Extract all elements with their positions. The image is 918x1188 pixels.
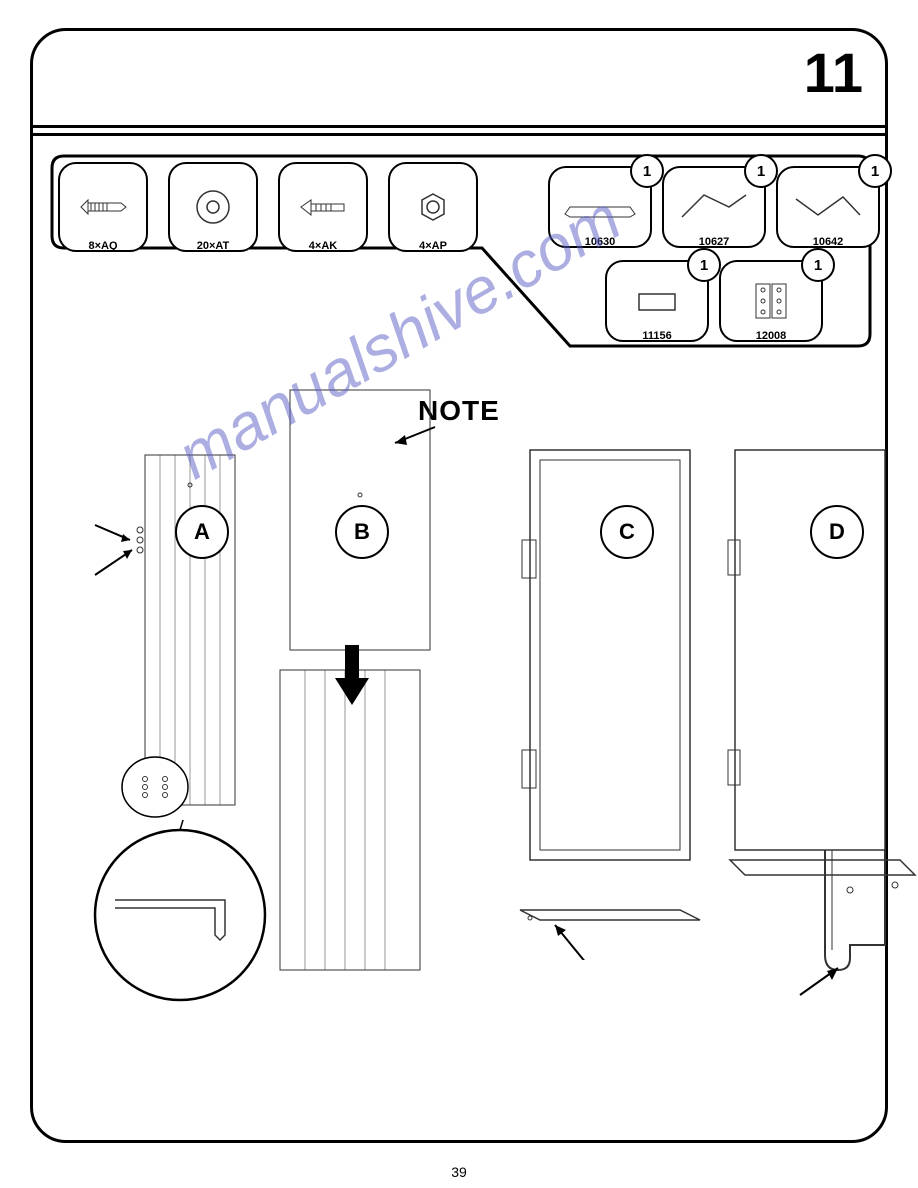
zclip-icon (788, 187, 868, 227)
hardware-row: 8×AQ 20×AT 4×AK 4×AP 1 10630 1 10627 1 (48, 155, 870, 260)
hardware-label: 20×AT (197, 240, 230, 252)
panel-marker-a: A (175, 505, 229, 559)
panel-marker-b: B (335, 505, 389, 559)
diagram-area: A B C D (30, 370, 888, 1140)
parts-row-2: 1 11156 1 12008 (48, 260, 870, 365)
page-number: 39 (451, 1164, 467, 1180)
part-plate: 1 11156 (605, 260, 709, 342)
part-zclip: 1 10642 (776, 166, 880, 248)
parts-tray: 8×AQ 20×AT 4×AK 4×AP 1 10630 1 10627 1 (48, 155, 870, 365)
part-label: 12008 (756, 330, 787, 342)
hardware-label: 8×AQ (88, 240, 117, 252)
part-badge: 1 (630, 154, 664, 188)
part-label: 10627 (699, 236, 730, 248)
part-badge: 1 (858, 154, 892, 188)
step-number: 11 (804, 40, 863, 105)
hardware-screw: 8×AQ (58, 162, 148, 252)
washer-icon (193, 187, 233, 227)
threshold-detail (790, 840, 910, 1020)
header-divider-top (33, 125, 885, 128)
part-label: 10630 (585, 236, 616, 248)
part-hinge: 1 12008 (719, 260, 823, 342)
hardware-bolt: 4×AK (278, 162, 368, 252)
panel-marker-d: D (810, 505, 864, 559)
hardware-label: 4×AK (309, 240, 337, 252)
part-badge: 1 (801, 248, 835, 282)
jamb-icon (674, 187, 754, 227)
hardware-nut: 4×AP (388, 162, 478, 252)
hardware-washer: 20×AT (168, 162, 258, 252)
hinge-icon (746, 276, 796, 326)
panel-b-diagram (265, 385, 440, 985)
part-threshold: 1 10630 (548, 166, 652, 248)
part-badge: 1 (744, 154, 778, 188)
part-badge: 1 (687, 248, 721, 282)
bolt-icon (296, 195, 351, 220)
part-jamb: 1 10627 (662, 166, 766, 248)
plate-icon (627, 284, 687, 319)
detail-circle (85, 820, 275, 1010)
nut-icon (416, 190, 451, 225)
header-divider-bottom (33, 133, 885, 136)
part-label: 10642 (813, 236, 844, 248)
hinge-inset (120, 755, 190, 820)
hardware-label: 4×AP (419, 240, 447, 252)
screw-icon (76, 192, 131, 222)
threshold-icon (560, 192, 640, 222)
part-label: 11156 (642, 330, 671, 342)
panel-marker-c: C (600, 505, 654, 559)
